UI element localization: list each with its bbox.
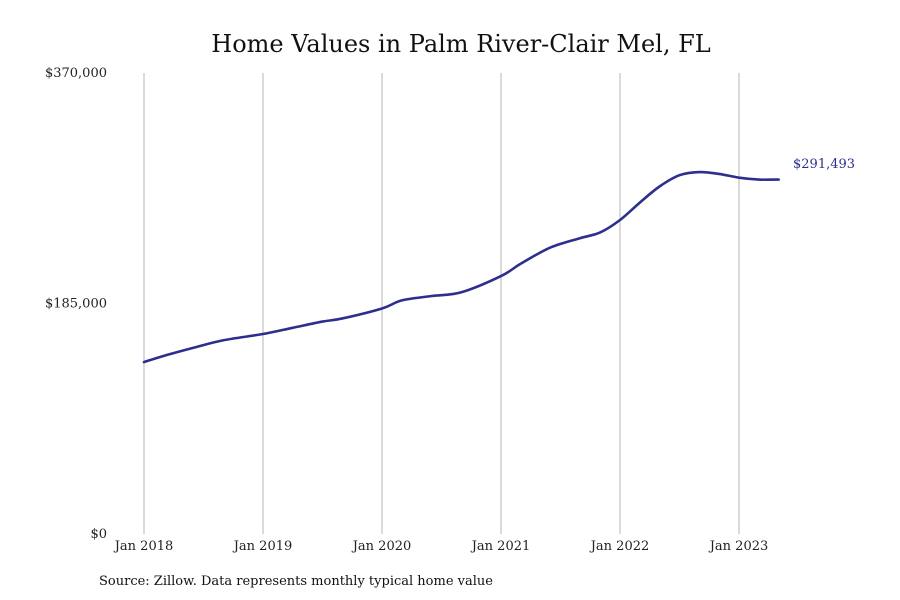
x-tick-label: Jan 2023 bbox=[708, 539, 769, 554]
gridlines bbox=[143, 73, 740, 534]
y-tick-label: $370,000 bbox=[45, 66, 107, 81]
y-tick-label: $185,000 bbox=[45, 297, 107, 312]
x-tick-label: Jan 2018 bbox=[113, 539, 174, 554]
latest-value-label: $291,493 bbox=[793, 157, 855, 172]
x-tick-label: Jan 2022 bbox=[589, 539, 650, 554]
x-axis-ticks: Jan 2018 Jan 2019 Jan 2020 Jan 2021 Jan 2022… bbox=[113, 539, 769, 554]
source-note: Source: Zillow. Data represents monthly … bbox=[99, 574, 493, 589]
y-tick-label: $0 bbox=[90, 527, 107, 542]
y-axis-ticks: $0 $185,000 $370,000 bbox=[45, 66, 107, 542]
x-tick-label: Jan 2019 bbox=[232, 539, 293, 554]
x-tick-label: Jan 2020 bbox=[351, 539, 412, 554]
x-tick-label: Jan 2021 bbox=[470, 539, 531, 554]
home-value-line bbox=[142, 170, 780, 364]
chart-title: Home Values in Palm River-Clair Mel, FL bbox=[211, 30, 710, 58]
